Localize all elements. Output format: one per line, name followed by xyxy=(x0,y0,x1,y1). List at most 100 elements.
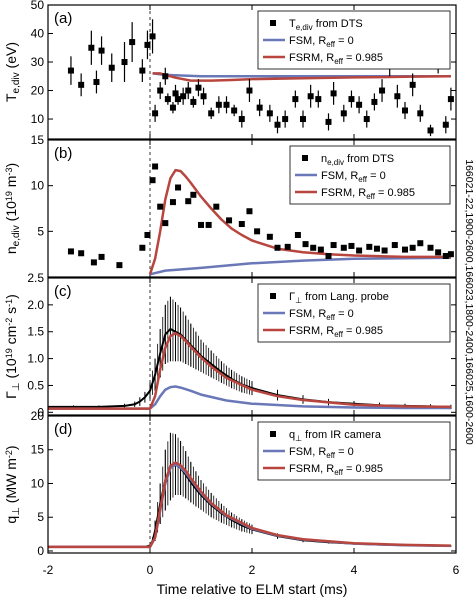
data-point xyxy=(442,252,449,259)
fsrm-series-line xyxy=(48,332,451,410)
y-tick-label: 20 xyxy=(31,409,45,423)
data-point xyxy=(139,67,146,74)
data-point xyxy=(402,107,408,114)
data-point xyxy=(274,244,281,251)
data-point xyxy=(435,249,442,256)
data-point xyxy=(447,251,454,258)
data-point xyxy=(330,90,337,97)
data-point xyxy=(185,87,192,94)
data-point xyxy=(162,220,169,227)
y-tick-label: 2.5 xyxy=(27,271,44,285)
data-point xyxy=(121,59,128,66)
legend-label: FSRM, Reff = 0.985 xyxy=(289,52,383,66)
data-point xyxy=(348,96,355,103)
data-point xyxy=(93,78,100,85)
data-point xyxy=(139,244,146,251)
data-point xyxy=(348,242,355,249)
plot-frame xyxy=(47,415,457,554)
y-tick-label: 15 xyxy=(31,443,45,457)
data-point xyxy=(317,246,324,253)
data-point xyxy=(149,177,156,184)
data-point xyxy=(442,121,449,128)
legend-label: Te,div from DTS xyxy=(289,18,363,32)
data-point xyxy=(300,116,306,123)
data-point xyxy=(381,247,388,254)
data-point xyxy=(282,116,289,123)
data-point xyxy=(215,101,222,108)
legend-label: FSRM, Reff = 0.985 xyxy=(289,463,383,477)
y-tick-label: 20 xyxy=(31,84,45,98)
data-point xyxy=(427,244,434,251)
data-point xyxy=(175,96,182,103)
fsrm-series-line xyxy=(152,72,451,82)
legend-box xyxy=(257,283,451,343)
data-point xyxy=(164,96,171,103)
legend: Te,div from DTS FSM, Reff = 0 FSRM, Reff =… xyxy=(257,10,451,70)
data-point xyxy=(185,198,192,205)
x-axis-tick-labels: -2 0 2 4 6 xyxy=(43,563,460,577)
data-point xyxy=(417,110,424,117)
data-point xyxy=(90,259,97,266)
data-point xyxy=(190,98,197,105)
data-point xyxy=(325,118,332,125)
data-point xyxy=(200,93,207,100)
data-point xyxy=(447,96,454,103)
fsm-series-line xyxy=(48,385,451,410)
data-point xyxy=(78,250,85,257)
data-point xyxy=(157,203,164,210)
legend-label: FSM, Reff = 0 xyxy=(289,308,354,322)
y-tick-label: 50 xyxy=(31,0,45,12)
data-point xyxy=(190,191,197,198)
data-point xyxy=(340,244,347,251)
y-tick-label: 10 xyxy=(31,179,45,193)
data-point xyxy=(256,104,263,111)
legend: Γ⊥ from Lang. probe FSM, Reff = 0 FSRM, Re… xyxy=(257,283,451,343)
legend-label: FSM, Reff = 0 xyxy=(289,35,354,49)
data-point xyxy=(366,243,373,250)
data-point xyxy=(254,228,261,235)
x-tick-label: 2 xyxy=(249,563,256,577)
panel-label: (a) xyxy=(54,10,72,27)
y-axis-label: q⊥ (MW m-2) xyxy=(3,445,22,523)
legend-label: FSM, Reff = 0 xyxy=(321,170,386,184)
data-point xyxy=(310,244,317,251)
data-point xyxy=(175,184,182,191)
data-point xyxy=(363,116,370,123)
data-point xyxy=(266,233,273,240)
data-point xyxy=(315,96,322,103)
data-point xyxy=(144,41,151,48)
data-point xyxy=(302,241,309,248)
data-point xyxy=(157,87,164,94)
panel-d: 0 5 10 15 20 (d) q⊥ from IR camera FSM, Reff = … xyxy=(3,409,457,558)
fsrm-series-line xyxy=(48,461,451,549)
panel-label: (c) xyxy=(54,283,72,300)
data-point xyxy=(180,93,187,100)
y-axis-label: Γ⊥ (1019 cm-2 s-1) xyxy=(3,294,22,399)
legend-label: FSRM, Reff = 0.985 xyxy=(321,187,415,201)
data-point xyxy=(330,242,337,249)
data-point xyxy=(379,87,386,94)
plot-frame xyxy=(47,277,457,416)
legend-marker xyxy=(270,293,276,299)
data-point xyxy=(307,93,314,100)
x-tick-label: 6 xyxy=(453,563,460,577)
y-tick-label: 1.5 xyxy=(27,325,44,339)
data-point xyxy=(223,101,230,108)
data-point xyxy=(78,81,85,88)
data-point xyxy=(213,203,220,210)
data-point xyxy=(356,247,363,254)
data-point xyxy=(394,93,401,100)
plot-frame xyxy=(47,139,457,278)
y-tick-label: 5 xyxy=(37,224,44,238)
legend-label: q⊥ from IR camera xyxy=(289,429,382,443)
y-tick-label: 0 xyxy=(37,544,44,558)
fsrm-series-line xyxy=(148,168,451,275)
data-point xyxy=(417,240,424,247)
y-tick-label: 10 xyxy=(31,476,45,490)
data-point xyxy=(373,245,380,252)
data-point xyxy=(108,64,115,71)
data-point xyxy=(284,243,291,250)
data-point xyxy=(67,248,74,255)
y-tick-label: 1.0 xyxy=(27,352,44,366)
